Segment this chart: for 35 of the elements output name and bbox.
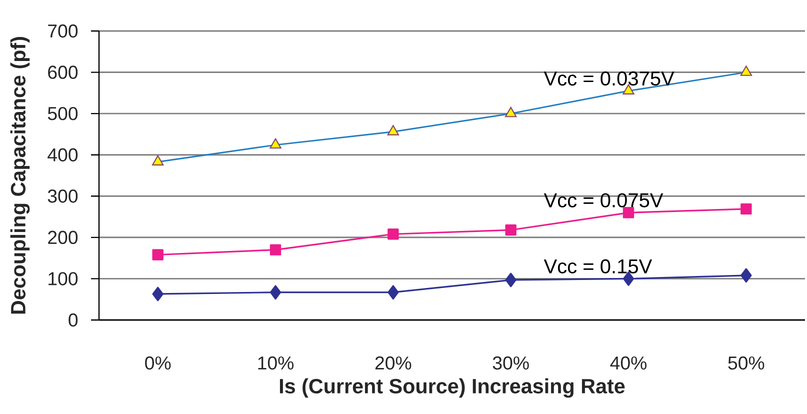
point <box>270 285 282 300</box>
y-tick-label: 400 <box>48 148 78 162</box>
point <box>505 272 516 288</box>
point <box>740 66 752 76</box>
point <box>388 228 399 240</box>
point <box>622 207 634 218</box>
x-tick-label: 0% <box>145 356 171 370</box>
point <box>270 138 282 149</box>
series-label: Vcc = 0.075V <box>544 193 664 208</box>
x-tick-label: 20% <box>375 356 412 370</box>
point <box>152 155 164 166</box>
point <box>387 125 400 136</box>
point <box>740 268 752 283</box>
y-tick-label: 600 <box>48 66 78 79</box>
y-tick-label: 100 <box>48 272 78 286</box>
point <box>152 249 164 260</box>
point <box>270 244 282 256</box>
y-tick-label: 0 <box>68 313 78 327</box>
x-tick-label: 10% <box>258 356 294 370</box>
y-tick-label: 700 <box>48 24 78 38</box>
point <box>505 224 516 236</box>
point <box>740 203 752 215</box>
point <box>504 106 517 118</box>
y-tick-label: 300 <box>48 190 78 203</box>
point <box>388 285 399 300</box>
x-tick-label: 30% <box>492 356 529 370</box>
series-label: Vcc = 0.15V <box>544 259 652 274</box>
series-label: Vcc = 0.0375V <box>544 71 674 86</box>
y-tick-label: 500 <box>48 106 78 120</box>
x-tick-label: 50% <box>728 356 764 370</box>
x-tick-label: 40% <box>610 356 647 370</box>
y-axis-title: Decoupling Capacitance (pf) <box>10 37 30 314</box>
point <box>152 286 164 302</box>
x-axis-title: Is (Current Source) Increasing Rate <box>280 378 625 398</box>
y-tick-label: 200 <box>48 230 78 244</box>
